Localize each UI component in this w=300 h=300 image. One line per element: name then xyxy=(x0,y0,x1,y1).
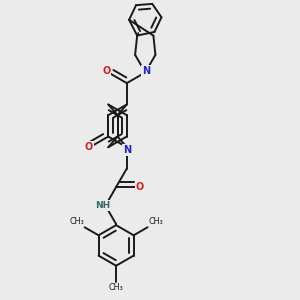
Text: CH₃: CH₃ xyxy=(109,283,124,292)
Text: O: O xyxy=(136,182,144,192)
Text: N: N xyxy=(123,145,131,155)
Text: O: O xyxy=(85,142,93,152)
Text: NH: NH xyxy=(96,201,111,210)
Text: O: O xyxy=(102,66,110,76)
Text: CH₃: CH₃ xyxy=(148,217,163,226)
Text: CH₃: CH₃ xyxy=(69,217,84,226)
Text: N: N xyxy=(142,66,150,76)
